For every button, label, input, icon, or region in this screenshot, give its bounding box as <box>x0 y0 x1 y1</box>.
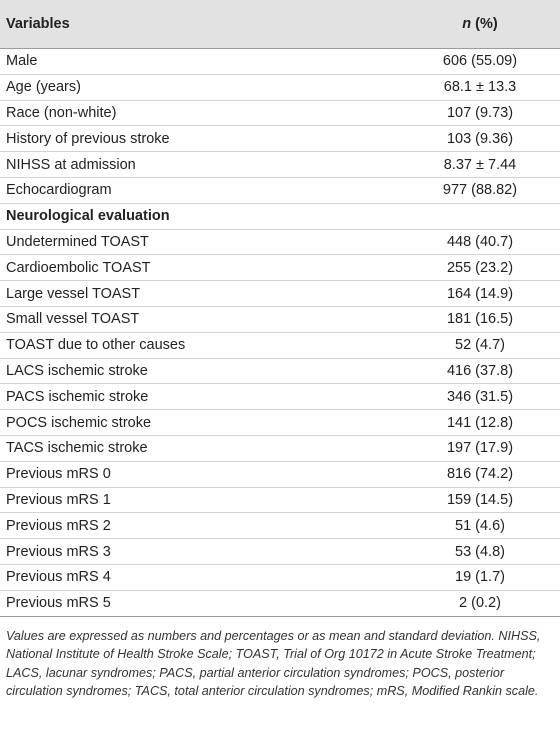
row-label: Previous mRS 5 <box>6 595 111 612</box>
table-header: Variables n (%) <box>0 0 560 49</box>
table-footnote: Values are expressed as numbers and perc… <box>6 628 541 699</box>
row-value: 68.1 ± 13.3 <box>443 79 517 96</box>
row-value: 2 (0.2) <box>459 595 501 612</box>
table-row: Previous mRS 3 53 (4.8) <box>0 539 560 565</box>
section-row: Neurological evaluation <box>0 204 560 230</box>
table-row: Previous mRS 2 51 (4.6) <box>0 513 560 540</box>
row-label: Age (years) <box>6 79 81 96</box>
row-label: Male <box>6 53 38 70</box>
table-body: Male 606 (55.09) Age (years) 68.1 ± 13.3 Rac… <box>0 49 560 617</box>
row-value: 346 (31.5) <box>446 388 514 405</box>
row-value: 19 (1.7) <box>455 569 505 586</box>
table-row: Previous mRS 1 159 (14.5) <box>0 488 560 514</box>
table-row: TOAST due to other causes 52 (4.7) <box>0 333 560 359</box>
row-label: Large vessel TOAST <box>6 285 141 302</box>
table-row: PACS ischemic stroke 346 (31.5) <box>0 384 560 411</box>
row-label: PACS ischemic stroke <box>6 388 149 405</box>
row-label: NIHSS at admission <box>6 156 136 173</box>
row-value: 816 (74.2) <box>446 466 514 483</box>
table-row: Cardioembolic TOAST 255 (23.2) <box>0 255 560 282</box>
data-table: Variables n (%) Male 606 (55.09) Age (year… <box>0 0 560 617</box>
row-label: Previous mRS 2 <box>6 517 111 534</box>
table-row: Race (non-white) 107 (9.73) <box>0 101 560 127</box>
row-label: Neurological evaluation <box>6 208 170 225</box>
row-value: 107 (9.73) <box>446 104 514 121</box>
row-label: Previous mRS 3 <box>6 543 111 560</box>
row-label: Undetermined TOAST <box>6 233 149 250</box>
row-value: 197 (17.9) <box>446 440 514 457</box>
table-row: Age (years) 68.1 ± 13.3 <box>0 75 560 101</box>
table-row: POCS ischemic stroke 141 (12.8) <box>0 410 560 436</box>
row-label: History of previous stroke <box>6 130 170 147</box>
table-row: NIHSS at admission 8.37 ± 7.44 <box>0 152 560 178</box>
table-row: TACS ischemic stroke 197 (17.9) <box>0 436 560 462</box>
table-row: Previous mRS 5 2 (0.2) <box>0 591 560 617</box>
row-value: 448 (40.7) <box>446 233 514 250</box>
table-row: Echocardiogram 977 (88.82) <box>0 178 560 204</box>
row-value: 164 (14.9) <box>446 285 514 302</box>
row-label: Echocardiogram <box>6 182 112 199</box>
row-value: 416 (37.8) <box>446 362 514 379</box>
row-label: LACS ischemic stroke <box>6 362 148 379</box>
row-label: TACS ischemic stroke <box>6 440 148 457</box>
row-value: 977 (88.82) <box>442 182 518 199</box>
header-n: n <box>462 16 472 32</box>
row-label: Previous mRS 4 <box>6 569 111 586</box>
row-value: 255 (23.2) <box>446 259 514 276</box>
table-row: Male 606 (55.09) <box>0 49 560 75</box>
row-value: 53 (4.8) <box>455 543 505 560</box>
row-value: 8.37 ± 7.44 <box>443 156 517 173</box>
table-row: Previous mRS 0 816 (74.2) <box>0 462 560 488</box>
row-value: 51 (4.6) <box>455 517 505 534</box>
row-label: Previous mRS 1 <box>6 491 111 508</box>
row-value: 159 (14.5) <box>446 491 514 508</box>
header-pct: (%) <box>471 16 498 32</box>
table-row: Undetermined TOAST 448 (40.7) <box>0 230 560 256</box>
table-row: Previous mRS 4 19 (1.7) <box>0 565 560 591</box>
row-label: POCS ischemic stroke <box>6 414 152 431</box>
row-value: 606 (55.09) <box>442 53 518 70</box>
header-n-percent: n (%) <box>400 16 560 32</box>
row-value: 181 (16.5) <box>446 311 514 328</box>
row-value: 52 (4.7) <box>455 337 505 354</box>
table-row: LACS ischemic stroke 416 (37.8) <box>0 359 560 385</box>
header-variables: Variables <box>6 16 70 32</box>
row-value: 103 (9.36) <box>446 130 514 147</box>
row-label: TOAST due to other causes <box>6 337 186 354</box>
row-label: Race (non-white) <box>6 104 117 121</box>
table-row: Large vessel TOAST 164 (14.9) <box>0 281 560 307</box>
row-label: Cardioembolic TOAST <box>6 259 151 276</box>
table-row: Small vessel TOAST 181 (16.5) <box>0 307 560 333</box>
row-value: 141 (12.8) <box>446 414 514 431</box>
row-label: Previous mRS 0 <box>6 466 111 483</box>
row-label: Small vessel TOAST <box>6 311 140 328</box>
table-row: History of previous stroke 103 (9.36) <box>0 126 560 153</box>
